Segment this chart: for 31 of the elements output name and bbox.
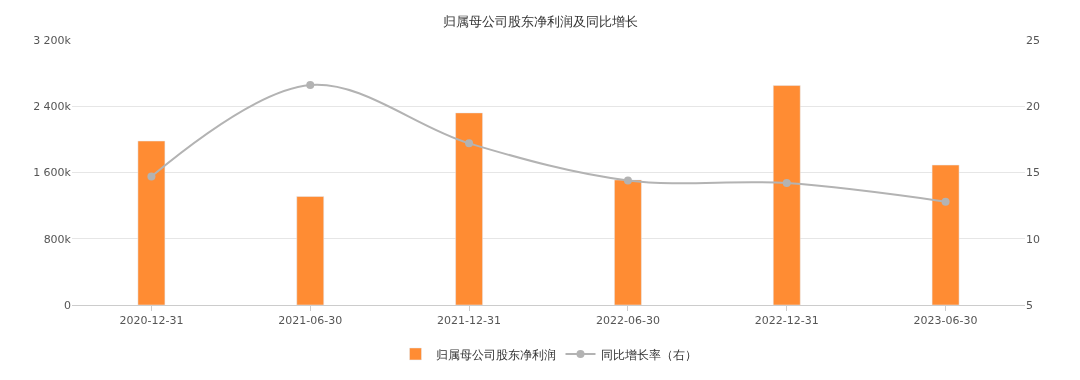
- point: [147, 172, 156, 181]
- bar: [773, 85, 801, 305]
- legend-label: 同比增长率（右）: [600, 347, 697, 362]
- x-tick-label: 2022-12-31: [754, 314, 819, 328]
- point: [465, 139, 474, 148]
- y2-tick-label: 10: [1026, 232, 1040, 246]
- y-tick-label: 800k: [43, 232, 72, 246]
- chart-title: 归属母公司股东净利润及同比增长: [442, 14, 638, 30]
- x-tick-label: 2020-12-31: [119, 314, 184, 328]
- point: [306, 81, 315, 90]
- x-tick-label: 2021-06-30: [278, 314, 343, 328]
- x-tick-label: 2023-06-30: [913, 314, 978, 328]
- bar: [137, 140, 166, 305]
- point: [623, 176, 632, 185]
- point: [782, 179, 791, 188]
- x-tick-label: 2022-06-30: [595, 314, 660, 328]
- y-tick-label: 1 600k: [33, 166, 72, 180]
- bar: [931, 164, 960, 305]
- y2-tick-label: 5: [1026, 298, 1033, 312]
- y-tick-label: 0: [64, 298, 71, 312]
- bar: [296, 196, 324, 305]
- y2-tick-label: 20: [1026, 100, 1040, 114]
- y2-tick-label: 15: [1026, 166, 1040, 180]
- bar: [614, 179, 642, 305]
- y-tick-label: 2 400k: [33, 100, 72, 114]
- point: [941, 197, 950, 206]
- y2-tick-label: 25: [1026, 33, 1040, 47]
- x-tick-label: 2021-12-31: [437, 314, 502, 328]
- y-tick-label: 3 200k: [33, 33, 72, 47]
- legend-label: 归属母公司股东净利润: [435, 347, 556, 362]
- bar: [455, 112, 483, 305]
